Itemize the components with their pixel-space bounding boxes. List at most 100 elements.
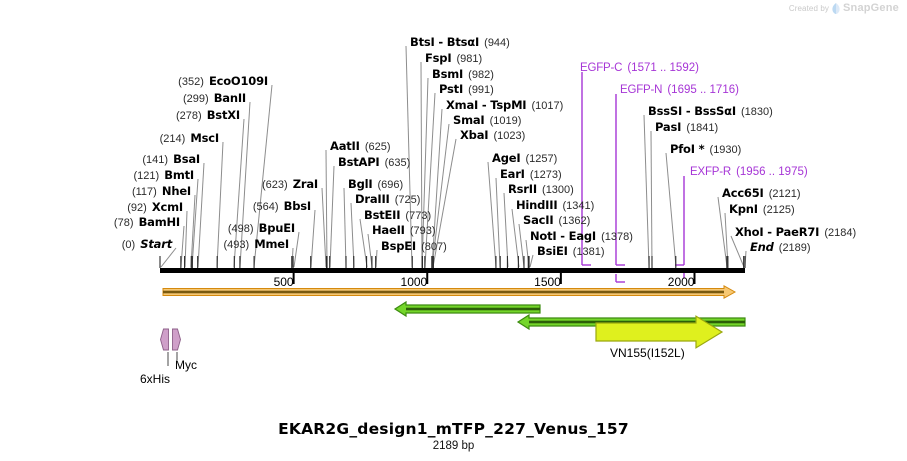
enzyme-site-name: ZraI xyxy=(292,177,318,191)
enzyme-site-smai: SmaI (1019) xyxy=(453,113,521,127)
enzyme-site-position: (1362) xyxy=(558,215,591,227)
enzyme-site-position: (498) xyxy=(227,223,254,235)
enzyme-site-position: (1257) xyxy=(525,153,558,165)
sequence-length-label: 2189 bp xyxy=(432,440,475,452)
enzyme-site-position: (1841) xyxy=(686,122,719,134)
enzyme-site-bsssi-bsss-i: BssSI - BssSαI (1830) xyxy=(648,104,773,118)
enzyme-site-position: (117) xyxy=(131,186,157,198)
enzyme-site-name: BbsI xyxy=(283,199,312,213)
snapgene-logo-icon xyxy=(832,2,840,14)
leader-line xyxy=(329,165,335,268)
leader-line xyxy=(503,192,509,268)
leader-line xyxy=(190,194,196,268)
tag-label-6xhis: 6xHis xyxy=(140,372,171,386)
enzyme-site-bsteii: BstEII (773) xyxy=(364,208,431,222)
orange-cds-arrow xyxy=(162,284,737,300)
enzyme-site-position: (793) xyxy=(409,225,436,237)
enzyme-site-bmti: (121) BmtI xyxy=(0,168,194,182)
leader-line xyxy=(665,152,677,268)
enzyme-site-position: (623) xyxy=(261,179,288,191)
enzyme-site-name: EcoO109I xyxy=(208,74,268,88)
leader-line xyxy=(293,231,300,268)
enzyme-site-haeii: HaeII (793) xyxy=(372,223,436,237)
enzyme-site-name: XbaI xyxy=(460,128,489,142)
enzyme-site-xhoi-paer7i: XhoI - PaeR7I (2184) xyxy=(735,225,856,239)
leader-line xyxy=(325,149,328,268)
page-title: EKAR2G_design1_mTFP_227_Venus_157 xyxy=(278,420,629,438)
enzyme-site-position: (625) xyxy=(364,141,391,153)
enzyme-site-msci: (214) MscI xyxy=(0,131,220,145)
enzyme-site-rsrii: RsrII (1300) xyxy=(508,182,574,196)
enzyme-site-name: NotI - EagI xyxy=(530,229,597,243)
enzyme-site-hindiii: HindIII (1341) xyxy=(516,198,594,212)
enzyme-site-name: BstEII xyxy=(364,208,401,222)
enzyme-site-name: BsmI xyxy=(432,67,464,81)
enzyme-site-noti-eagi: NotI - EagI (1378) xyxy=(530,229,633,243)
enzyme-site-position: (214) xyxy=(159,133,186,145)
enzyme-site-end: End (2189) xyxy=(750,240,811,254)
enzyme-site-name: BstAPI xyxy=(338,155,380,169)
enzyme-site-bpuei: (498) BpuEI xyxy=(0,221,295,235)
green-arrow-core xyxy=(529,320,745,324)
enzyme-site-position: (1300) xyxy=(542,184,574,196)
primer-exfp-r: EXFP-R (1956 .. 1975) xyxy=(690,164,808,178)
enzyme-site-name: BanII xyxy=(213,91,246,105)
enzyme-site-name: PfoI * xyxy=(670,142,705,156)
enzyme-site-bstxi: (278) BstXI xyxy=(0,108,240,122)
leader-line xyxy=(730,235,745,268)
enzyme-site-name: MscI xyxy=(190,131,219,145)
primer-name: EGFP-N xyxy=(620,84,663,96)
watermark-brand: SnapGene xyxy=(842,2,899,14)
leader-line xyxy=(420,61,423,268)
enzyme-site-start: (0) Start xyxy=(0,237,172,251)
enzyme-site-position: (807) xyxy=(421,241,447,253)
enzyme-site-name: XcmI xyxy=(151,200,183,214)
enzyme-site-agei: AgeI (1257) xyxy=(492,151,557,165)
enzyme-site-position: (564) xyxy=(252,201,279,213)
tag-6xhis-shape xyxy=(160,328,169,351)
primer-range: (1956 .. 1975) xyxy=(736,166,808,178)
enzyme-site-position: (141) xyxy=(142,154,169,166)
enzyme-site-bsiei: BsiEI (1381) xyxy=(537,244,605,258)
vn155-arrow xyxy=(595,315,724,349)
watermark-created-by: Created by xyxy=(788,3,829,13)
enzyme-site-name: NheI xyxy=(161,184,191,198)
enzyme-site-position: (2121) xyxy=(768,188,801,200)
primer-range: (1571 .. 1592) xyxy=(627,62,699,74)
leader-line xyxy=(717,196,728,268)
leader-line xyxy=(431,123,450,268)
enzyme-site-name: BssSI - BssSαI xyxy=(648,104,736,118)
enzyme-site-eari: EarI (1273) xyxy=(500,167,562,181)
enzyme-site-position: (991) xyxy=(468,84,494,96)
enzyme-site-position: (0) xyxy=(121,239,136,251)
enzyme-site-btsi-bts-i: BtsI - BtsαI (944) xyxy=(410,35,510,49)
enzyme-site-fspi: FspI (981) xyxy=(425,51,482,65)
primer-egfp-c: EGFP-C (1571 .. 1592) xyxy=(580,60,699,74)
enzyme-site-name: AgeI xyxy=(492,151,521,165)
axis-tick-1500: 1500 xyxy=(534,275,561,289)
enzyme-site-name: MmeI xyxy=(254,237,289,251)
enzyme-site-name: HaeII xyxy=(372,223,405,237)
enzyme-site-position: (1830) xyxy=(741,106,773,118)
enzyme-site-pfoi: PfoI * (1930) xyxy=(670,142,741,156)
enzyme-site-position: (1019) xyxy=(489,115,522,127)
enzyme-site-position: (1017) xyxy=(531,100,564,112)
enzyme-site-name: XmaI - TspMI xyxy=(446,98,527,112)
enzyme-site-name: BamHI xyxy=(138,215,181,229)
enzyme-site-sacii: SacII (1362) xyxy=(523,213,590,227)
enzyme-site-position: (92) xyxy=(127,202,147,214)
green-arrow-core xyxy=(406,307,540,311)
enzyme-site-position: (299) xyxy=(182,93,209,105)
enzyme-site-position: (1381) xyxy=(572,246,605,258)
enzyme-site-bamhi: (78) BamHI xyxy=(0,215,180,229)
leader-line xyxy=(529,254,534,268)
enzyme-site-name: EarI xyxy=(500,167,525,181)
enzyme-site-name: BglI xyxy=(348,177,373,191)
enzyme-site-position: (635) xyxy=(384,157,411,169)
enzyme-site-name: RsrII xyxy=(508,182,537,196)
leader-line xyxy=(643,114,650,268)
enzyme-site-position: (1341) xyxy=(562,200,595,212)
enzyme-site-draiii: DraIII (725) xyxy=(355,192,420,206)
